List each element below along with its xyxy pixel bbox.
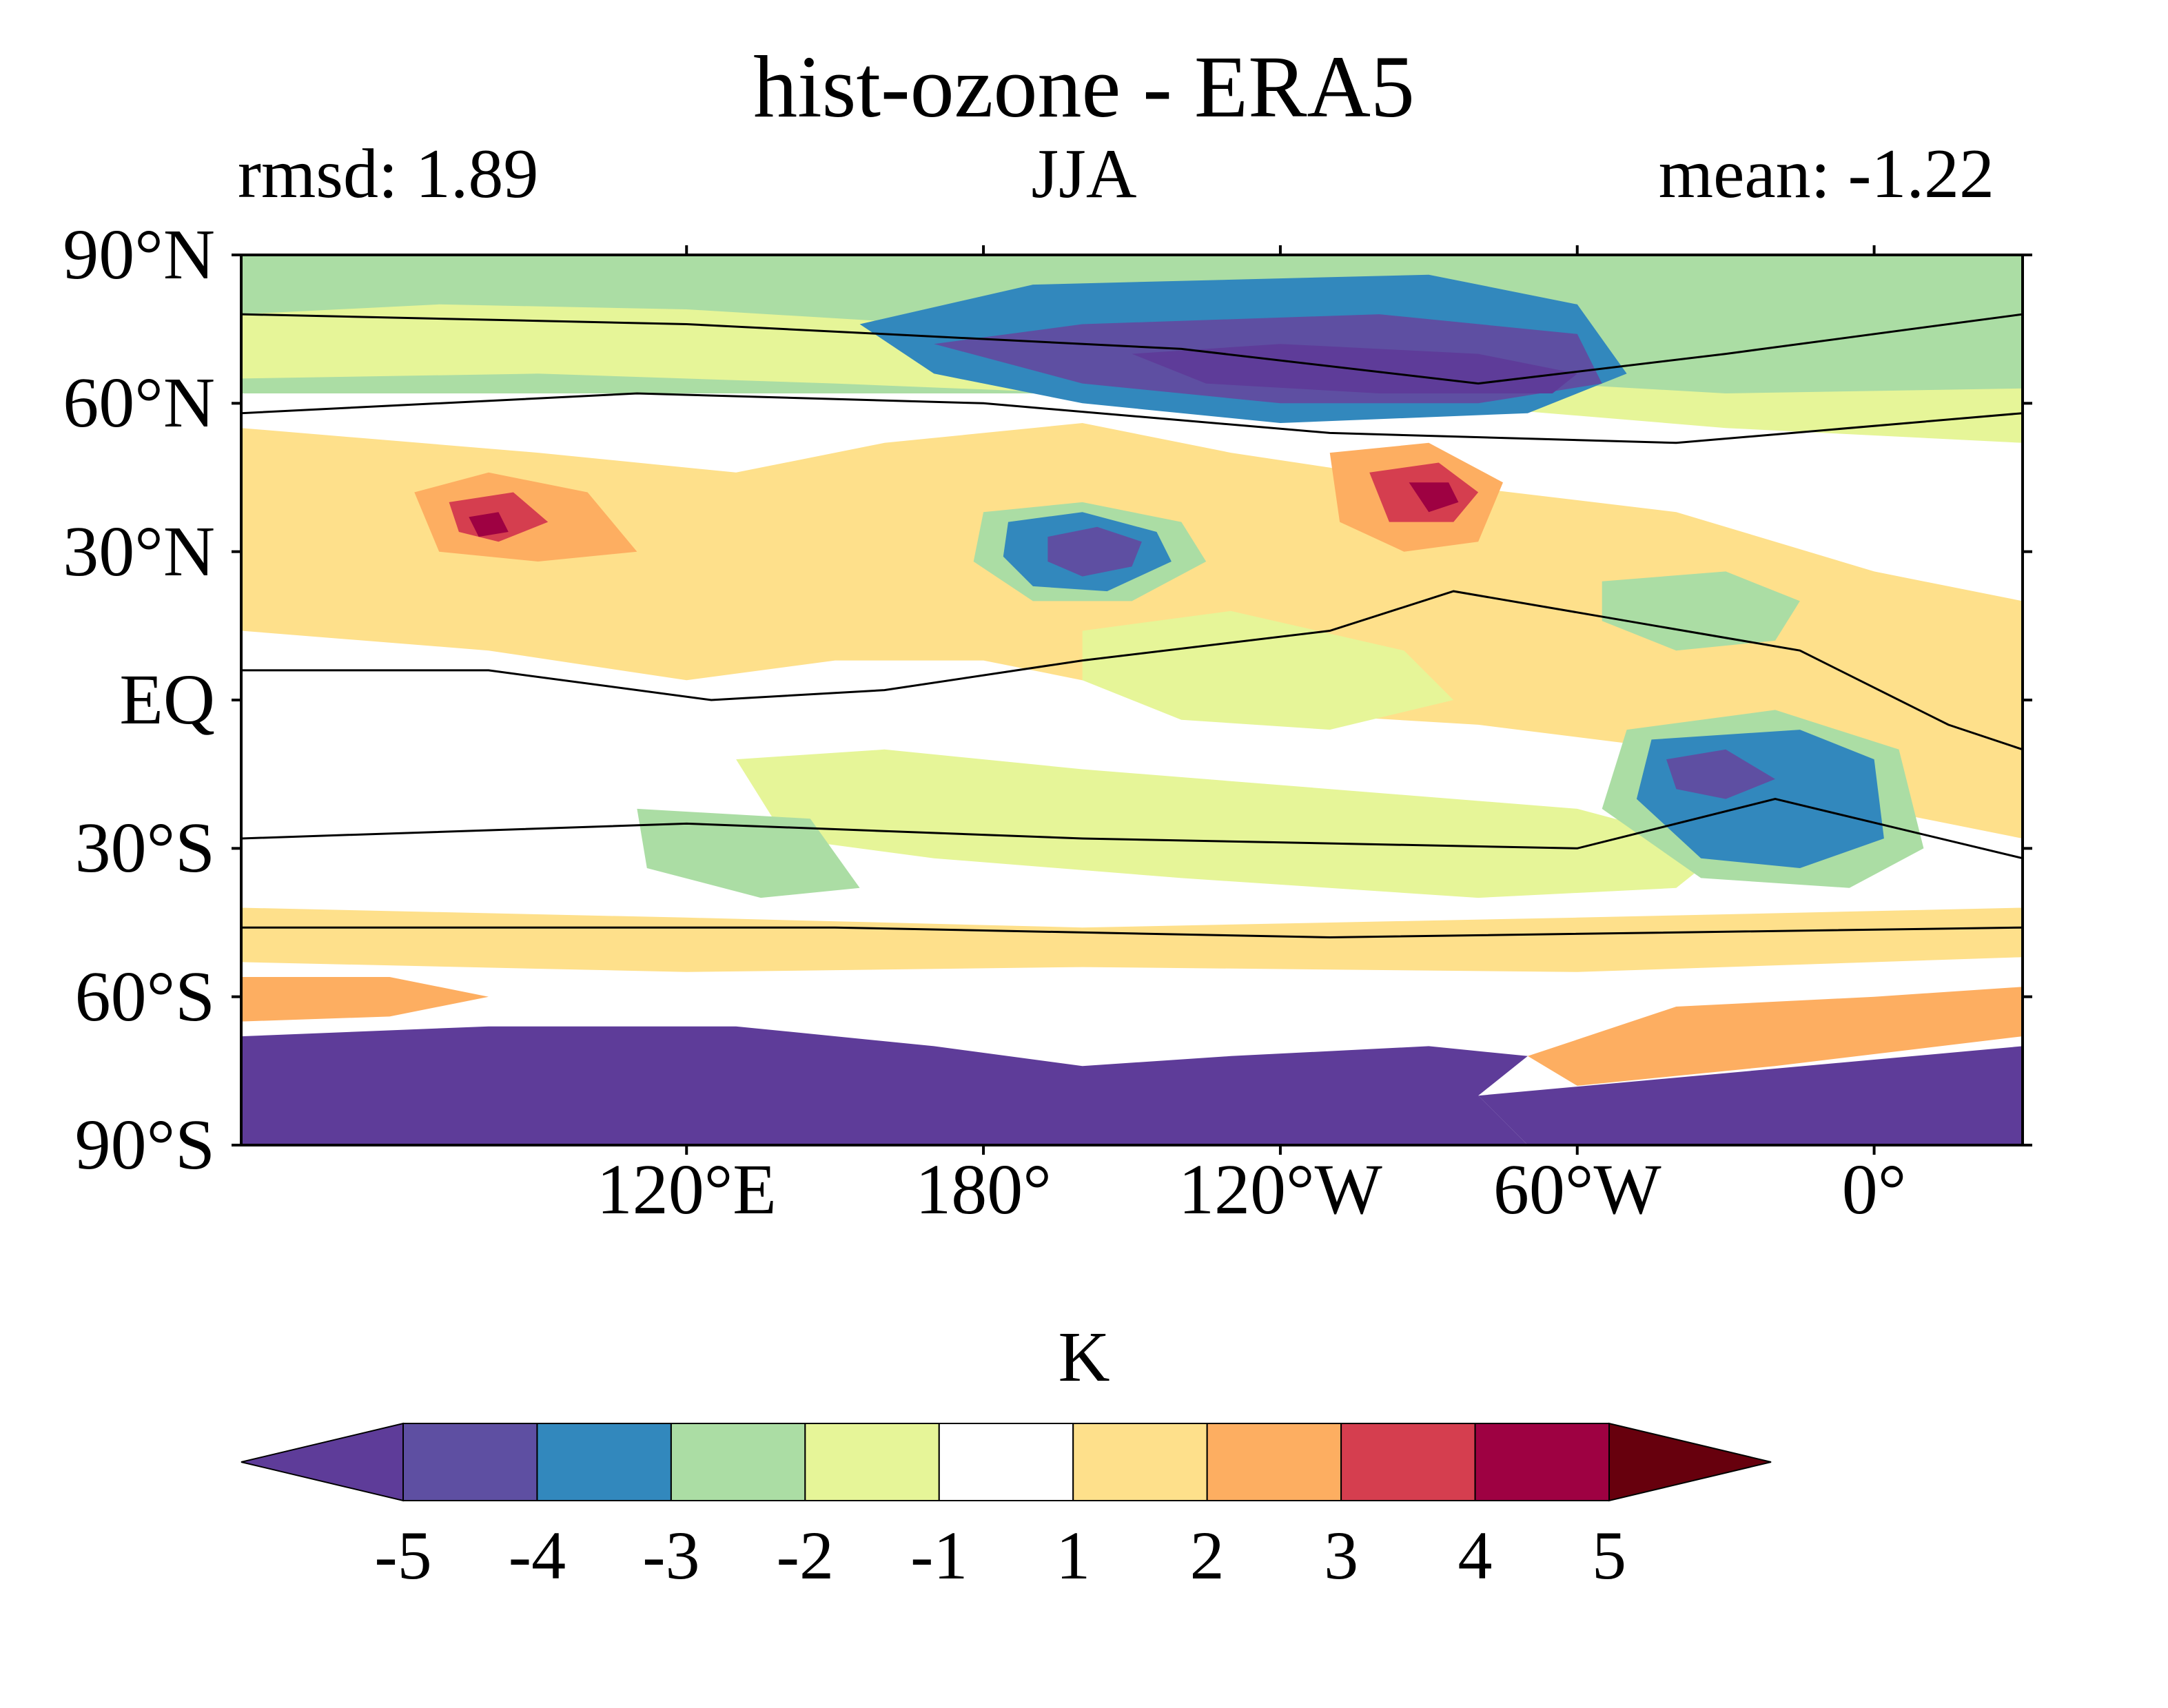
figure-title: hist-ozone - ERA5 bbox=[753, 38, 1415, 136]
colorbar-tick-label: -5 bbox=[374, 1517, 432, 1594]
colorbar-box-4 bbox=[938, 1423, 1074, 1501]
colorbar-tick-label: -2 bbox=[776, 1517, 834, 1594]
colorbar-box-7 bbox=[1340, 1423, 1476, 1501]
colorbar-tick-label: 1 bbox=[1056, 1517, 1091, 1594]
contour-line-0 bbox=[241, 313, 2023, 385]
colorbar-box-6 bbox=[1206, 1423, 1342, 1501]
colorbar-extend-max bbox=[1608, 1422, 1772, 1502]
anomaly-region-23 bbox=[241, 1026, 1528, 1145]
anomaly-region-16 bbox=[637, 808, 860, 898]
x-tick-label: 120°W bbox=[1178, 1150, 1382, 1229]
colorbar-tick-label: 2 bbox=[1189, 1517, 1225, 1594]
colorbar-unit-label: K bbox=[1058, 1317, 1110, 1397]
colorbar-tick-label: 3 bbox=[1324, 1517, 1359, 1594]
x-tick-label: 60°W bbox=[1493, 1150, 1661, 1229]
contour-line-2 bbox=[241, 590, 2023, 751]
contour-line-4 bbox=[241, 926, 2023, 939]
colorbar-box-0 bbox=[402, 1423, 538, 1501]
anomaly-region-24 bbox=[1478, 1046, 2023, 1145]
axis-ticks bbox=[232, 245, 2032, 1155]
colorbar-extend-min bbox=[241, 1422, 404, 1502]
anomaly-region-19 bbox=[1409, 482, 1459, 513]
colorbar-tick-label: -1 bbox=[910, 1517, 968, 1594]
rmsd-label: rmsd: 1.89 bbox=[238, 135, 539, 213]
colorbar-box-1 bbox=[536, 1423, 672, 1501]
anomaly-region-3 bbox=[241, 907, 2023, 972]
colorbar-tick-label: -4 bbox=[508, 1517, 566, 1594]
x-tick-label: 0° bbox=[1841, 1150, 1907, 1229]
colorbar-box-5 bbox=[1072, 1423, 1208, 1501]
map-fill-layer bbox=[241, 255, 2023, 1145]
contour-layer bbox=[241, 313, 2023, 939]
contour-line-3 bbox=[241, 798, 2023, 860]
anomaly-region-26 bbox=[241, 977, 489, 1022]
y-tick-label: 60°S bbox=[74, 956, 215, 1036]
colorbar-box-2 bbox=[670, 1423, 806, 1501]
y-tick-label: 30°N bbox=[63, 511, 215, 591]
colorbar-box-8 bbox=[1474, 1423, 1610, 1501]
anomaly-region-8 bbox=[1047, 526, 1142, 577]
y-tick-label: 30°S bbox=[74, 808, 215, 888]
anomaly-region-4 bbox=[736, 749, 1726, 898]
x-tick-label: 180° bbox=[915, 1150, 1052, 1229]
y-tick-label: 90°S bbox=[74, 1105, 215, 1184]
anomaly-region-15 bbox=[1666, 749, 1775, 799]
x-tick-label: 120°E bbox=[596, 1150, 777, 1229]
colorbar-tick-label: 4 bbox=[1458, 1517, 1493, 1594]
y-tick-label: 90°N bbox=[63, 215, 215, 294]
anomaly-region-5 bbox=[1082, 610, 1454, 730]
colorbar bbox=[241, 1422, 1772, 1502]
anomaly-region-22 bbox=[469, 512, 509, 537]
colorbar-tick-label: 5 bbox=[1592, 1517, 1626, 1594]
anomaly-region-25 bbox=[1527, 987, 2023, 1086]
mean-label: mean: -1.22 bbox=[1658, 135, 1994, 213]
season-label: JJA bbox=[1031, 135, 1137, 213]
colorbar-box-3 bbox=[804, 1423, 940, 1501]
y-tick-label: EQ bbox=[119, 660, 215, 739]
colorbar-tick-label: -3 bbox=[642, 1517, 700, 1594]
contour-line-1 bbox=[241, 392, 2023, 444]
anomaly-region-12 bbox=[1602, 571, 1800, 651]
y-tick-label: 60°N bbox=[63, 363, 215, 443]
